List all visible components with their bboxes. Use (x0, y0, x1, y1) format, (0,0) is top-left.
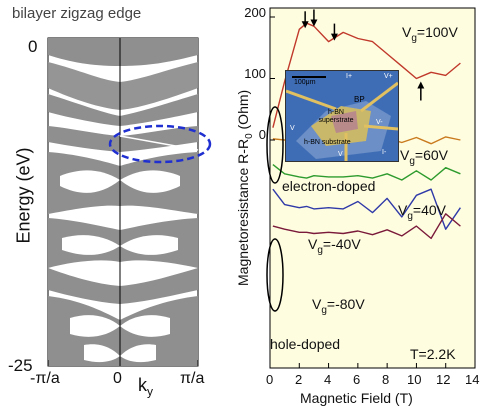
band-ytick-bottom: -25 (8, 356, 33, 375)
inset-label-iminus: I- (382, 149, 387, 156)
band-xtick-right: π/a (180, 370, 205, 387)
annotation-temperature: T=2.2K (410, 346, 456, 362)
inset-label-substrate: h-BN substrate (304, 139, 351, 146)
inset-label-bp: BP (354, 95, 365, 104)
peak-arrow-head (310, 19, 318, 27)
mr-xtick-12: 12 (436, 372, 451, 387)
electron-group-ellipse (266, 106, 284, 184)
edge-state-line (119, 135, 199, 151)
mr-xtick-6: 6 (353, 372, 361, 387)
mr-ytick-100: 100 (244, 66, 266, 81)
series-label-40v: Vg=40V (398, 202, 446, 222)
mr-xtick-14: 14 (465, 372, 480, 387)
mr-plot-bg (269, 7, 476, 369)
mr-arrows (301, 9, 425, 101)
mr-xtick-10: 10 (407, 372, 422, 387)
mr-axes (269, 16, 476, 368)
band-xtick-zero: 0 (113, 370, 122, 387)
band-ylabel: Energy (eV) (13, 147, 34, 244)
mr-ytick-0: 0 (258, 127, 266, 142)
band-ytick-top: 0 (28, 37, 38, 56)
series-label-60v: Vg=60V (400, 147, 448, 167)
annotation-hole-doped: hole-doped (270, 336, 341, 352)
inset-label-vminus: V- (376, 119, 383, 126)
inset-label-v2: V (338, 151, 343, 158)
band-structure-plot (47, 37, 212, 367)
mr-ylabel: Magnetoresistance R-R0 (Ohm) (235, 89, 255, 286)
band-fill-middle (48, 126, 198, 268)
device-inset: 100μm I+ V+ BP h-BN superstrate h-BN sub… (285, 70, 399, 162)
inset-label-superstrate: h-BN superstrate (318, 109, 354, 124)
band-gaps (60, 170, 180, 363)
inset-label-vplus: V+ (384, 73, 393, 80)
mr-ytick-200: 200 (244, 5, 266, 20)
inset-scale-label: 100μm (294, 79, 316, 86)
edge-state-highlight (108, 124, 212, 164)
mr-xtick-8: 8 (382, 372, 390, 387)
mr-xtick-4: 4 (324, 372, 332, 387)
inset-label-iplus: I+ (346, 73, 353, 80)
band-xlabel: ky (138, 375, 153, 399)
mr-plot (266, 7, 476, 369)
series-label-minus80v: Vg=-80V (312, 296, 365, 316)
band-panel: bilayer zigzag edge (0, 0, 230, 410)
series-label-100v: Vg=100V (402, 24, 458, 44)
annotation-electron-doped: electron-doped (282, 178, 376, 194)
band-xtick-left: -π/a (30, 370, 60, 387)
hole-group-ellipse (266, 238, 284, 312)
series-label-minus40v: Vg=-40V (308, 236, 361, 256)
mr-series (272, 22, 461, 240)
peak-arrow-head (330, 33, 338, 41)
band-fill-top (48, 38, 198, 126)
band-title: bilayer zigzag edge (12, 5, 142, 22)
peak-arrow-head (417, 81, 425, 89)
peak-arrow-head (301, 21, 309, 29)
mr-panel: 100μm I+ V+ BP h-BN superstrate h-BN sub… (230, 0, 485, 410)
mr-xtick-0: 0 (266, 372, 274, 387)
mr-xtick-2: 2 (295, 372, 303, 387)
inset-label-v1: V (290, 125, 295, 132)
mr-xlabel: Magnetic Field (T) (300, 390, 413, 406)
